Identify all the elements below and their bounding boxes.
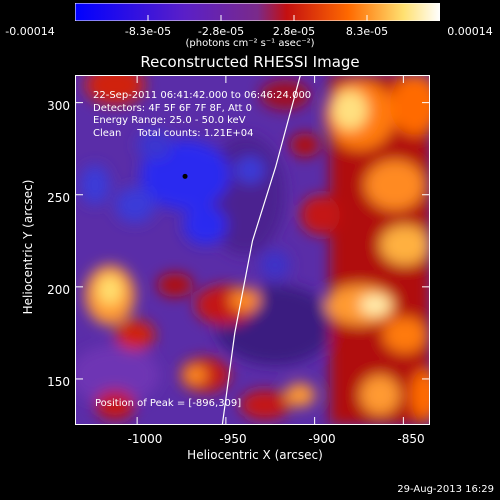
peak-marker [182,173,188,179]
x-tick-label: -850 [397,432,425,446]
y-axis-label: Heliocentric Y (arcsec) [21,179,35,315]
heatmap-blobs [75,75,430,425]
info-energy: Energy Range: 25.0 - 50.0 keV [93,115,246,126]
info-time: 22-Sep-2011 06:41:42.000 to 06:46:24.000 [93,90,312,101]
peak-position-text: Position of Peak = [-896,309] [95,398,242,409]
limb-line [221,75,301,425]
x-tick-label: -900 [308,432,336,446]
chart-title: Reconstructed RHESSI Image [140,53,360,71]
x-tick-label: -1000 [127,432,163,446]
colorbar [75,3,440,21]
info-block: 22-Sep-2011 06:41:42.000 to 06:46:24.000… [93,90,311,140]
colorbar-tick: -8.3e-05 [124,25,172,38]
info-detectors: Detectors: 4F 5F 6F 7F 8F, Att 0 [93,102,253,114]
x-axis-label: Heliocentric X (arcsec) [187,448,323,462]
colorbar-tick: -0.00014 [5,25,55,38]
colorbar-tick: -2.8e-05 [197,25,245,38]
colorbar-units: (photons cm⁻² s⁻¹ asec⁻²) [185,38,315,49]
timestamp: 29-Aug-2013 16:29 [397,484,494,495]
colorbar-tick: 2.8e-05 [272,25,316,38]
y-tick-label: 200 [47,283,70,297]
y-tick-label: 300 [47,99,70,113]
info-clean: Clean Total counts: 1.21E+04 [93,127,254,139]
y-tick-label: 150 [47,375,70,389]
y-tick-label: 250 [47,191,70,205]
heatmap-plot [75,75,430,425]
colorbar-tick: 0.00014 [447,25,493,38]
colorbar-tick: 8.3e-05 [345,25,389,38]
x-tick-label: -950 [219,432,247,446]
